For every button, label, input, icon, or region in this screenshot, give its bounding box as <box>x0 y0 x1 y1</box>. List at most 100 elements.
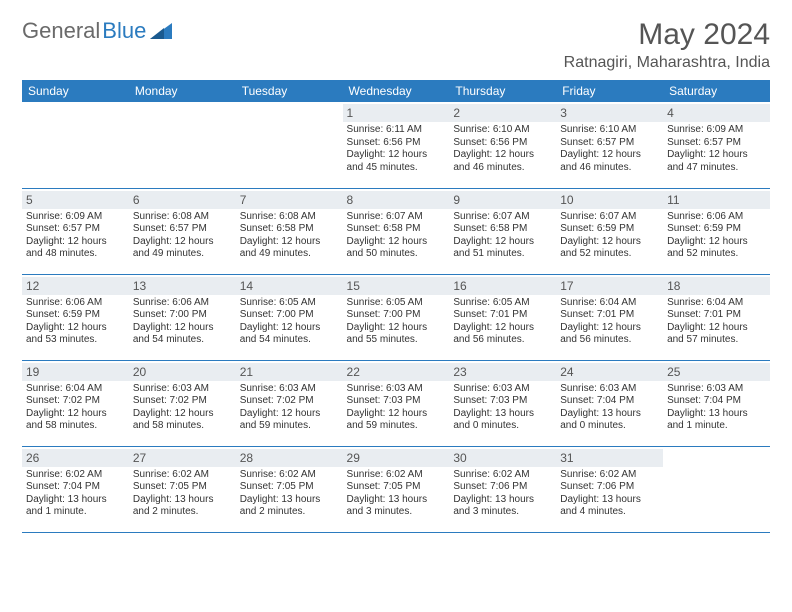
calendar-day-cell: 13Sunrise: 6:06 AMSunset: 7:00 PMDayligh… <box>129 274 236 360</box>
sunrise-line: Sunrise: 6:02 AM <box>453 469 552 482</box>
day-number: 5 <box>22 191 129 209</box>
calendar-week-row: 19Sunrise: 6:04 AMSunset: 7:02 PMDayligh… <box>22 360 770 446</box>
sunrise-line: Sunrise: 6:05 AM <box>453 297 552 310</box>
daylight-line: Daylight: 12 hours and 55 minutes. <box>347 322 446 347</box>
daylight-line: Daylight: 12 hours and 58 minutes. <box>133 408 232 433</box>
title-block: May 2024 Ratnagiri, Maharashtra, India <box>564 18 770 72</box>
sunset-line: Sunset: 7:00 PM <box>240 309 339 322</box>
sunset-line: Sunset: 6:56 PM <box>347 137 446 150</box>
sunset-line: Sunset: 7:04 PM <box>26 481 125 494</box>
location-label: Ratnagiri, Maharashtra, India <box>564 54 770 72</box>
calendar-day-cell: 31Sunrise: 6:02 AMSunset: 7:06 PMDayligh… <box>556 446 663 532</box>
sunrise-line: Sunrise: 6:07 AM <box>560 211 659 224</box>
sunrise-line: Sunrise: 6:03 AM <box>453 383 552 396</box>
sunset-line: Sunset: 7:02 PM <box>240 395 339 408</box>
sunrise-line: Sunrise: 6:10 AM <box>560 124 659 137</box>
logo-text-a: General <box>22 18 100 44</box>
daylight-line: Daylight: 12 hours and 52 minutes. <box>667 236 766 261</box>
daylight-line: Daylight: 12 hours and 45 minutes. <box>347 149 446 174</box>
calendar-day-cell: 6Sunrise: 6:08 AMSunset: 6:57 PMDaylight… <box>129 188 236 274</box>
sunset-line: Sunset: 7:00 PM <box>133 309 232 322</box>
calendar-day-cell: 8Sunrise: 6:07 AMSunset: 6:58 PMDaylight… <box>343 188 450 274</box>
weekday-header: Monday <box>129 80 236 102</box>
day-number: 25 <box>663 363 770 381</box>
day-number: 12 <box>22 277 129 295</box>
day-number: 31 <box>556 449 663 467</box>
day-number: 1 <box>343 104 450 122</box>
day-number: 30 <box>449 449 556 467</box>
daylight-line: Daylight: 12 hours and 49 minutes. <box>133 236 232 261</box>
sunset-line: Sunset: 7:01 PM <box>560 309 659 322</box>
weekday-header: Sunday <box>22 80 129 102</box>
calendar-day-cell: 25Sunrise: 6:03 AMSunset: 7:04 PMDayligh… <box>663 360 770 446</box>
daylight-line: Daylight: 13 hours and 3 minutes. <box>347 494 446 519</box>
calendar-empty-cell <box>236 102 343 188</box>
sunset-line: Sunset: 6:59 PM <box>560 223 659 236</box>
calendar-day-cell: 26Sunrise: 6:02 AMSunset: 7:04 PMDayligh… <box>22 446 129 532</box>
sunrise-line: Sunrise: 6:05 AM <box>240 297 339 310</box>
daylight-line: Daylight: 12 hours and 56 minutes. <box>560 322 659 347</box>
logo: GeneralBlue <box>22 18 172 44</box>
daylight-line: Daylight: 13 hours and 1 minute. <box>26 494 125 519</box>
daylight-line: Daylight: 12 hours and 51 minutes. <box>453 236 552 261</box>
daylight-line: Daylight: 12 hours and 47 minutes. <box>667 149 766 174</box>
calendar-day-cell: 22Sunrise: 6:03 AMSunset: 7:03 PMDayligh… <box>343 360 450 446</box>
month-title: May 2024 <box>564 18 770 52</box>
sunset-line: Sunset: 6:58 PM <box>347 223 446 236</box>
day-number: 11 <box>663 191 770 209</box>
sunset-line: Sunset: 7:04 PM <box>667 395 766 408</box>
logo-triangle-icon <box>150 23 172 39</box>
calendar-day-cell: 23Sunrise: 6:03 AMSunset: 7:03 PMDayligh… <box>449 360 556 446</box>
day-number: 8 <box>343 191 450 209</box>
daylight-line: Daylight: 12 hours and 59 minutes. <box>347 408 446 433</box>
day-number: 17 <box>556 277 663 295</box>
daylight-line: Daylight: 12 hours and 54 minutes. <box>240 322 339 347</box>
calendar-day-cell: 21Sunrise: 6:03 AMSunset: 7:02 PMDayligh… <box>236 360 343 446</box>
calendar-body: 1Sunrise: 6:11 AMSunset: 6:56 PMDaylight… <box>22 102 770 532</box>
calendar-day-cell: 4Sunrise: 6:09 AMSunset: 6:57 PMDaylight… <box>663 102 770 188</box>
day-number: 7 <box>236 191 343 209</box>
sunrise-line: Sunrise: 6:08 AM <box>240 211 339 224</box>
daylight-line: Daylight: 13 hours and 2 minutes. <box>240 494 339 519</box>
daylight-line: Daylight: 12 hours and 54 minutes. <box>133 322 232 347</box>
sunset-line: Sunset: 7:01 PM <box>667 309 766 322</box>
calendar-day-cell: 15Sunrise: 6:05 AMSunset: 7:00 PMDayligh… <box>343 274 450 360</box>
day-number: 22 <box>343 363 450 381</box>
daylight-line: Daylight: 13 hours and 0 minutes. <box>560 408 659 433</box>
calendar-week-row: 5Sunrise: 6:09 AMSunset: 6:57 PMDaylight… <box>22 188 770 274</box>
calendar-day-cell: 14Sunrise: 6:05 AMSunset: 7:00 PMDayligh… <box>236 274 343 360</box>
weekday-header: Friday <box>556 80 663 102</box>
sunset-line: Sunset: 6:58 PM <box>240 223 339 236</box>
calendar-day-cell: 16Sunrise: 6:05 AMSunset: 7:01 PMDayligh… <box>449 274 556 360</box>
calendar-day-cell: 5Sunrise: 6:09 AMSunset: 6:57 PMDaylight… <box>22 188 129 274</box>
day-number: 3 <box>556 104 663 122</box>
day-number: 26 <box>22 449 129 467</box>
sunset-line: Sunset: 7:03 PM <box>453 395 552 408</box>
calendar-week-row: 12Sunrise: 6:06 AMSunset: 6:59 PMDayligh… <box>22 274 770 360</box>
sunrise-line: Sunrise: 6:05 AM <box>347 297 446 310</box>
daylight-line: Daylight: 12 hours and 50 minutes. <box>347 236 446 261</box>
daylight-line: Daylight: 12 hours and 56 minutes. <box>453 322 552 347</box>
calendar-day-cell: 20Sunrise: 6:03 AMSunset: 7:02 PMDayligh… <box>129 360 236 446</box>
daylight-line: Daylight: 12 hours and 57 minutes. <box>667 322 766 347</box>
sunset-line: Sunset: 6:57 PM <box>26 223 125 236</box>
daylight-line: Daylight: 12 hours and 58 minutes. <box>26 408 125 433</box>
sunrise-line: Sunrise: 6:04 AM <box>26 383 125 396</box>
sunset-line: Sunset: 7:02 PM <box>133 395 232 408</box>
calendar-table: SundayMondayTuesdayWednesdayThursdayFrid… <box>22 80 770 533</box>
daylight-line: Daylight: 13 hours and 4 minutes. <box>560 494 659 519</box>
sunrise-line: Sunrise: 6:03 AM <box>133 383 232 396</box>
daylight-line: Daylight: 13 hours and 2 minutes. <box>133 494 232 519</box>
daylight-line: Daylight: 12 hours and 46 minutes. <box>453 149 552 174</box>
calendar-day-cell: 28Sunrise: 6:02 AMSunset: 7:05 PMDayligh… <box>236 446 343 532</box>
day-number: 10 <box>556 191 663 209</box>
sunrise-line: Sunrise: 6:04 AM <box>667 297 766 310</box>
sunset-line: Sunset: 7:04 PM <box>560 395 659 408</box>
day-number: 28 <box>236 449 343 467</box>
day-number: 27 <box>129 449 236 467</box>
weekday-row: SundayMondayTuesdayWednesdayThursdayFrid… <box>22 80 770 102</box>
sunrise-line: Sunrise: 6:09 AM <box>667 124 766 137</box>
daylight-line: Daylight: 12 hours and 49 minutes. <box>240 236 339 261</box>
sunrise-line: Sunrise: 6:03 AM <box>347 383 446 396</box>
sunrise-line: Sunrise: 6:02 AM <box>347 469 446 482</box>
